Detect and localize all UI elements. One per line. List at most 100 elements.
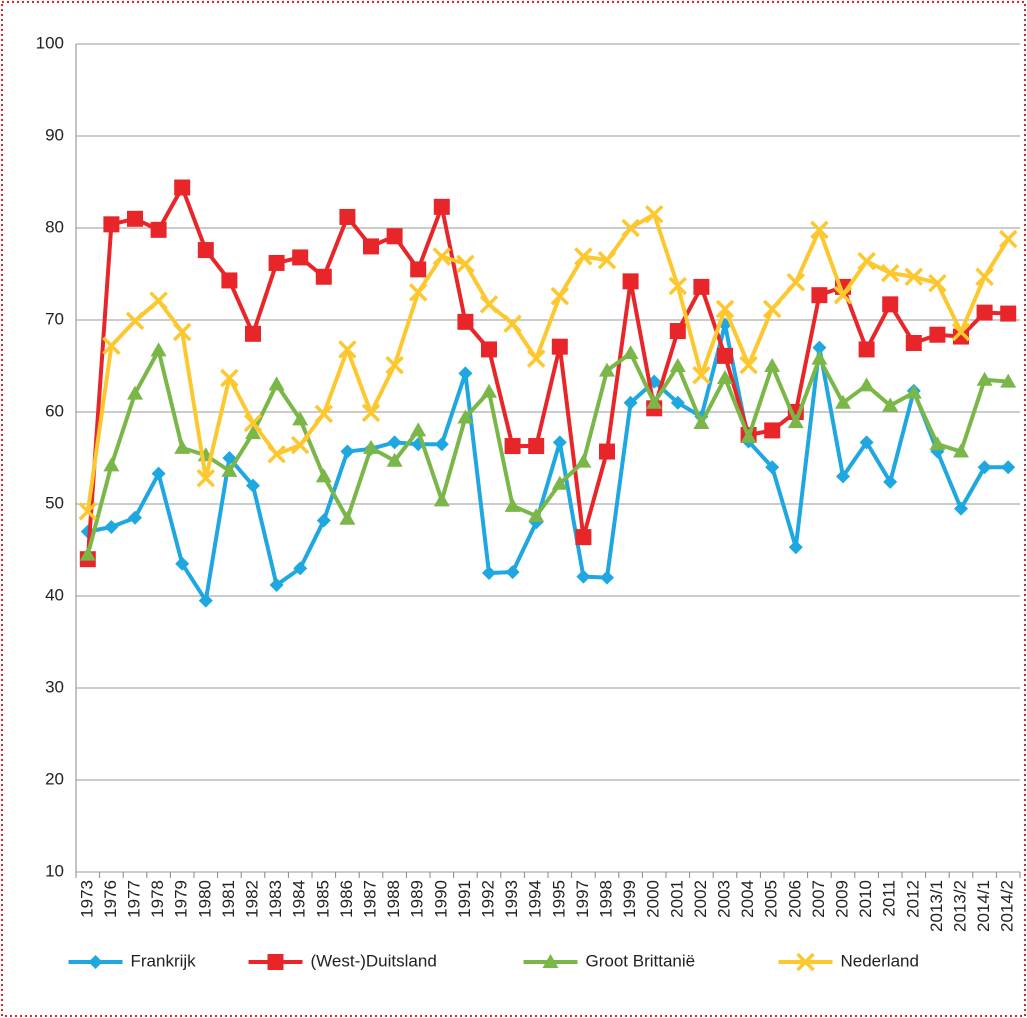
- marker: [504, 438, 521, 455]
- marker: [432, 247, 452, 266]
- marker: [811, 350, 828, 365]
- x-tick-label: 2000: [644, 880, 663, 918]
- marker: [361, 403, 381, 423]
- x-tick-label: 1984: [290, 880, 309, 918]
- marker: [457, 313, 474, 330]
- marker: [149, 291, 168, 310]
- marker: [575, 529, 592, 546]
- x-tick-label: 2005: [762, 880, 781, 918]
- marker: [410, 422, 427, 437]
- marker: [810, 220, 829, 240]
- x-tick-label: 1993: [502, 880, 521, 918]
- marker: [339, 208, 356, 225]
- marker: [836, 469, 850, 484]
- marker: [220, 368, 239, 388]
- marker: [929, 436, 946, 451]
- marker: [929, 326, 946, 343]
- marker: [1000, 305, 1017, 322]
- marker: [717, 347, 733, 364]
- x-tick-label: 1994: [526, 880, 545, 918]
- marker: [104, 520, 119, 534]
- marker: [787, 414, 804, 429]
- marker: [339, 510, 356, 525]
- marker: [905, 384, 922, 399]
- marker: [883, 474, 898, 489]
- marker: [458, 366, 473, 381]
- marker: [197, 242, 214, 259]
- marker: [542, 954, 559, 968]
- marker: [623, 395, 638, 410]
- x-tick-label: 2003: [714, 880, 733, 918]
- marker: [621, 218, 640, 238]
- marker: [669, 323, 686, 340]
- marker: [882, 296, 899, 313]
- marker: [765, 460, 780, 475]
- y-tick-label: 50: [45, 493, 64, 512]
- x-tick-label: 1988: [384, 880, 403, 918]
- marker: [858, 377, 875, 392]
- marker: [954, 501, 968, 516]
- x-tick-label: 1989: [408, 880, 427, 918]
- marker: [314, 404, 334, 424]
- marker: [479, 295, 499, 314]
- marker: [316, 513, 331, 528]
- marker: [550, 286, 570, 306]
- y-tick-label: 60: [45, 401, 64, 420]
- marker: [128, 510, 142, 525]
- marker: [151, 466, 166, 481]
- marker: [269, 577, 284, 592]
- marker: [551, 475, 568, 490]
- marker: [386, 228, 403, 245]
- legend-label: Frankrijk: [131, 951, 197, 970]
- legend-label: Nederland: [841, 951, 919, 970]
- x-tick-label: 2007: [809, 880, 828, 918]
- x-tick-label: 1995: [549, 880, 568, 918]
- marker: [1000, 373, 1017, 388]
- x-tick-label: 2004: [738, 880, 757, 918]
- marker: [669, 358, 686, 372]
- marker: [292, 411, 309, 426]
- marker: [904, 267, 924, 286]
- marker: [574, 247, 593, 266]
- marker: [386, 452, 403, 467]
- marker: [975, 267, 994, 286]
- marker: [150, 342, 167, 357]
- legend-label: Groot Brittanië: [586, 951, 696, 970]
- marker: [575, 453, 592, 468]
- marker: [221, 272, 238, 289]
- y-tick-label: 30: [45, 677, 64, 696]
- marker: [764, 422, 781, 439]
- marker: [127, 385, 143, 400]
- marker: [811, 287, 828, 304]
- marker: [646, 394, 663, 409]
- x-tick-label: 2009: [832, 880, 851, 918]
- marker: [267, 954, 284, 970]
- marker: [292, 249, 309, 266]
- series-line: [87, 322, 1009, 603]
- marker: [174, 439, 191, 454]
- marker: [644, 204, 664, 224]
- marker: [340, 444, 355, 459]
- series-line: [85, 348, 1009, 556]
- x-tick-label: 1978: [148, 880, 167, 918]
- legend-label: (West-)Duitsland: [311, 951, 437, 970]
- marker: [717, 369, 733, 384]
- series-line: [85, 185, 1009, 560]
- marker: [433, 198, 450, 215]
- marker: [175, 556, 190, 571]
- marker: [504, 497, 521, 512]
- x-tick-label: 1990: [431, 880, 450, 918]
- marker: [315, 268, 332, 285]
- x-tick-label: 1979: [172, 880, 191, 918]
- marker: [408, 283, 428, 302]
- marker: [551, 338, 568, 355]
- marker: [668, 276, 688, 296]
- marker: [172, 322, 192, 342]
- marker: [196, 469, 216, 488]
- y-tick-label: 100: [36, 33, 64, 52]
- marker: [528, 438, 545, 455]
- marker: [315, 468, 332, 483]
- marker: [835, 394, 851, 409]
- marker: [150, 221, 167, 238]
